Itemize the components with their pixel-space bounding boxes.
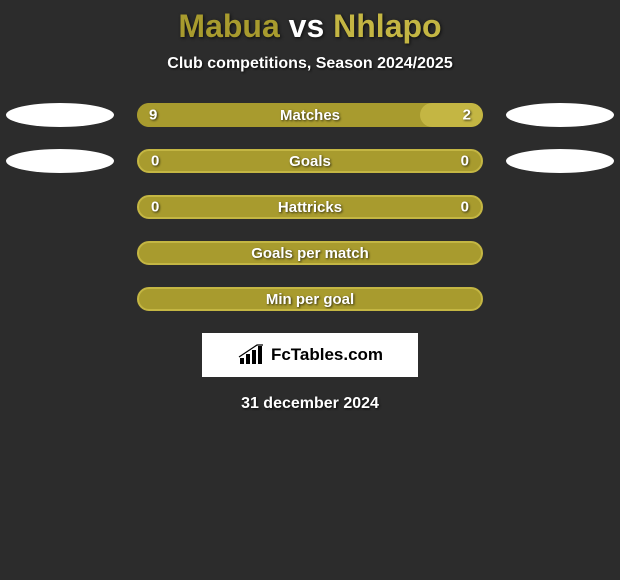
stat-label: Goals per match <box>251 245 369 262</box>
stat-bar: Matches 9 2 <box>137 103 483 127</box>
stat-row: Hattricks 0 0 <box>0 195 620 219</box>
player1-oval <box>6 103 114 127</box>
player2-name: Nhlapo <box>333 8 441 44</box>
bar-chart-icon <box>237 344 267 366</box>
stat-row: Matches 9 2 <box>0 103 620 127</box>
stat-rows: Matches 9 2 Goals 0 0 Hattricks 0 0 Goals per mat… <box>0 103 620 311</box>
player2-oval <box>506 149 614 173</box>
subtitle: Club competitions, Season 2024/2025 <box>0 55 620 73</box>
stat-value-right: 2 <box>463 107 471 124</box>
stat-label: Min per goal <box>266 291 354 308</box>
bar-fill-right <box>420 103 483 127</box>
stat-row: Goals 0 0 <box>0 149 620 173</box>
player1-oval <box>6 149 114 173</box>
stat-bar: Goals per match <box>137 241 483 265</box>
stat-value-left: 0 <box>151 199 159 216</box>
vs-text: vs <box>280 8 333 44</box>
logo-text: FcTables.com <box>271 345 383 365</box>
player1-name: Mabua <box>178 8 279 44</box>
stat-label: Hattricks <box>278 199 342 216</box>
logo-box[interactable]: FcTables.com <box>202 333 418 377</box>
stat-row: Min per goal <box>0 287 620 311</box>
stat-value-right: 0 <box>461 199 469 216</box>
stat-value-left: 9 <box>149 107 157 124</box>
stat-value-left: 0 <box>151 153 159 170</box>
stat-bar: Goals 0 0 <box>137 149 483 173</box>
stat-label: Matches <box>280 107 340 124</box>
bar-fill-left <box>137 103 420 127</box>
stat-value-right: 0 <box>461 153 469 170</box>
stat-bar: Hattricks 0 0 <box>137 195 483 219</box>
stat-row: Goals per match <box>0 241 620 265</box>
player2-oval <box>506 103 614 127</box>
stat-label: Goals <box>289 153 331 170</box>
date-text: 31 december 2024 <box>0 395 620 413</box>
stat-bar: Min per goal <box>137 287 483 311</box>
comparison-title: Mabua vs Nhlapo <box>0 0 620 45</box>
